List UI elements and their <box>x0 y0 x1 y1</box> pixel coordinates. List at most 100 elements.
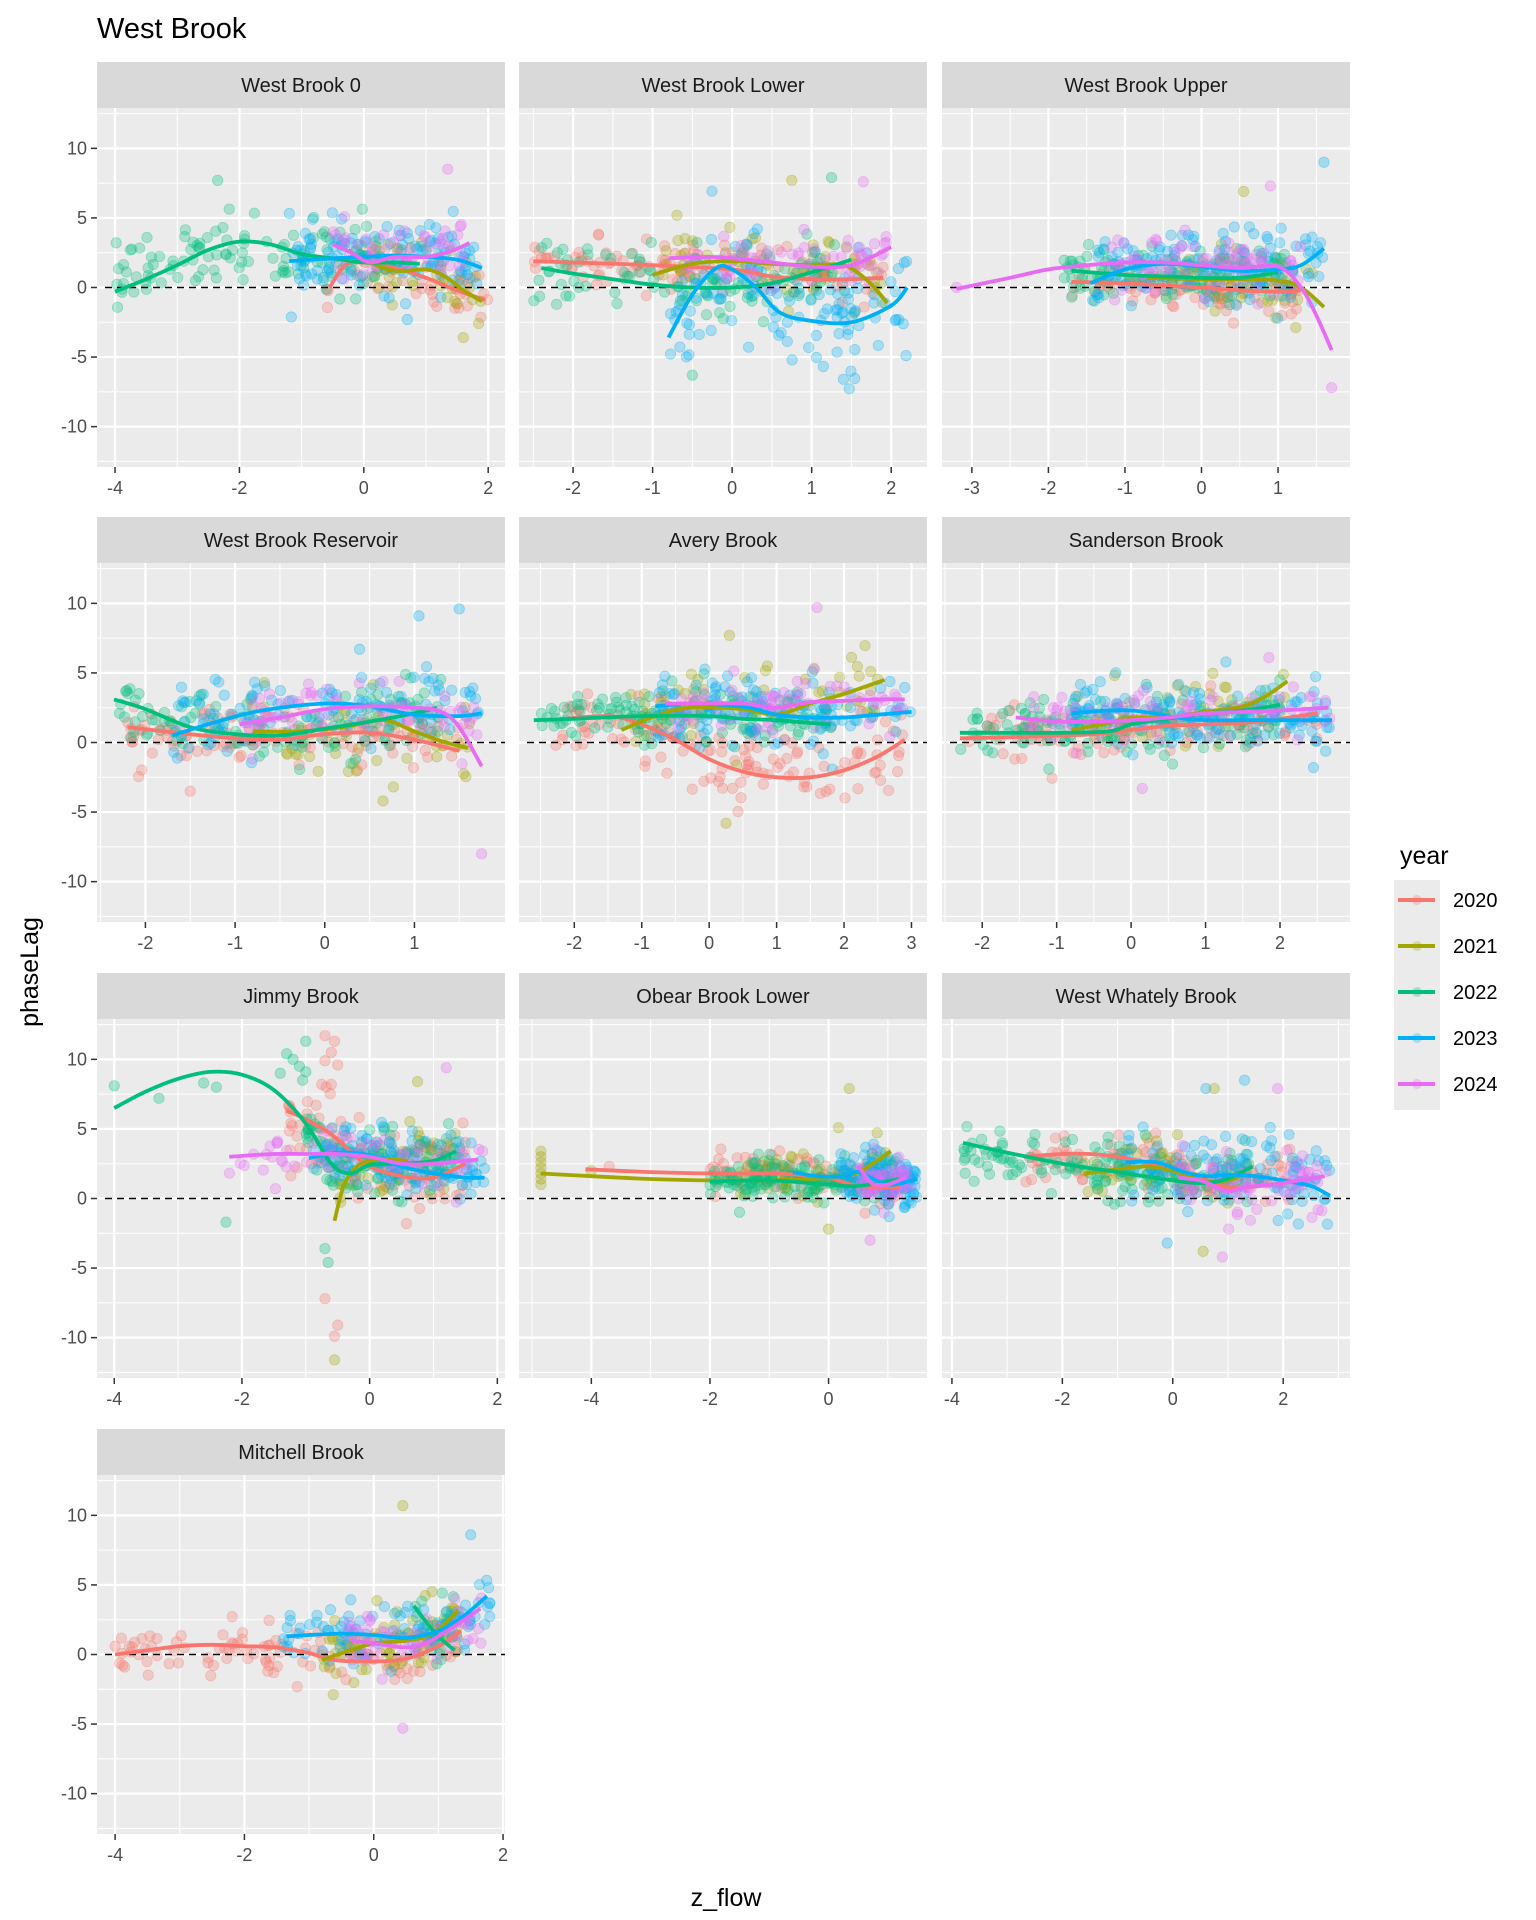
point-2022 <box>983 1168 996 1180</box>
point-2021 <box>368 271 380 283</box>
point-2022 <box>274 1067 286 1079</box>
point-2023 <box>784 689 796 701</box>
point-2020 <box>235 750 247 762</box>
point-2023 <box>246 690 258 702</box>
point-2024 <box>327 226 339 238</box>
point-2024 <box>1319 694 1332 707</box>
point-2020 <box>791 747 803 760</box>
point-2023 <box>1246 1136 1258 1148</box>
point-2024 <box>1132 690 1145 702</box>
point-2020 <box>729 755 741 767</box>
point-2020 <box>1218 730 1230 742</box>
point-2020 <box>997 748 1009 760</box>
x-tick-label: -2 <box>702 1389 718 1409</box>
point-2020 <box>1311 733 1323 745</box>
point-2024 <box>1205 694 1217 706</box>
point-2023 <box>326 687 338 699</box>
point-2020 <box>1212 291 1224 303</box>
point-2024 <box>735 239 747 252</box>
x-tick-label: -2 <box>566 933 582 953</box>
point-2020 <box>1108 744 1120 756</box>
point-2023 <box>345 237 357 249</box>
point-2024 <box>1047 702 1060 714</box>
x-tick-label: 0 <box>704 933 714 953</box>
x-tick-label: 1 <box>772 933 782 953</box>
point-2023 <box>889 314 901 327</box>
point-2020 <box>774 757 786 770</box>
point-2022 <box>118 711 131 723</box>
point-2020 <box>839 792 851 804</box>
point-2023 <box>1304 245 1316 257</box>
point-2024 <box>761 721 773 734</box>
point-2020 <box>892 750 905 762</box>
point-2023 <box>1188 230 1200 242</box>
point-2020 <box>600 247 612 259</box>
point-2022 <box>317 271 330 284</box>
point-2022 <box>820 703 832 716</box>
point-2022 <box>210 701 222 713</box>
point-2024 <box>857 176 869 188</box>
point-2022 <box>568 275 580 287</box>
point-2024 <box>1111 698 1123 710</box>
point-2020 <box>136 764 148 776</box>
point-2022 <box>210 272 222 284</box>
point-2022 <box>192 271 205 283</box>
point-2022 <box>766 724 779 736</box>
point-2023 <box>1285 291 1297 303</box>
point-2024 <box>339 232 351 244</box>
point-2023 <box>1219 235 1232 247</box>
point-2022 <box>717 313 729 325</box>
point-2024 <box>1285 1160 1297 1172</box>
point-2023 <box>345 269 357 281</box>
point-2020 <box>1170 289 1182 301</box>
point-2020 <box>428 296 440 308</box>
point-2021 <box>387 781 399 793</box>
point-2022 <box>609 286 621 299</box>
point-2024 <box>305 689 317 701</box>
point-2024 <box>868 238 881 250</box>
point-2022 <box>350 293 362 305</box>
point-2022 <box>440 1133 452 1145</box>
point-2020 <box>426 1141 438 1153</box>
point-2024 <box>1179 224 1191 236</box>
x-tick-label: -1 <box>645 478 661 498</box>
point-2022 <box>194 690 206 702</box>
point-2021 <box>1270 312 1282 324</box>
point-2020 <box>579 726 591 738</box>
point-2023 <box>304 242 317 254</box>
point-2020 <box>704 744 716 756</box>
point-2022 <box>1082 746 1094 758</box>
facet-label: West Brook Reservoir <box>204 530 398 552</box>
point-2023 <box>1193 687 1205 700</box>
point-2022 <box>1093 247 1106 259</box>
point-2023 <box>750 724 762 736</box>
point-2023 <box>1164 696 1176 708</box>
point-2022 <box>698 668 710 680</box>
point-2023 <box>1190 729 1203 741</box>
point-2023 <box>1187 699 1199 711</box>
point-2023 <box>844 720 857 732</box>
point-2021 <box>819 251 831 263</box>
point-2023 <box>845 303 857 315</box>
point-2024 <box>338 234 350 246</box>
point-2022 <box>1003 704 1015 717</box>
point-2020 <box>461 300 473 312</box>
point-2020 <box>362 1182 374 1195</box>
point-2021 <box>758 684 770 696</box>
point-2022 <box>971 707 983 719</box>
point-2020 <box>581 688 594 700</box>
point-2023 <box>274 685 287 697</box>
point-2023 <box>316 687 328 699</box>
point-2022 <box>1158 749 1170 761</box>
point-2023 <box>709 683 721 695</box>
point-2024 <box>360 233 372 245</box>
point-2023 <box>706 185 718 197</box>
point-2023 <box>465 690 477 702</box>
point-2020 <box>533 245 545 257</box>
point-2024 <box>435 235 447 248</box>
point-2023 <box>1176 229 1188 241</box>
point-2022 <box>742 287 754 300</box>
point-2022 <box>378 1125 390 1137</box>
point-2022 <box>153 250 166 263</box>
